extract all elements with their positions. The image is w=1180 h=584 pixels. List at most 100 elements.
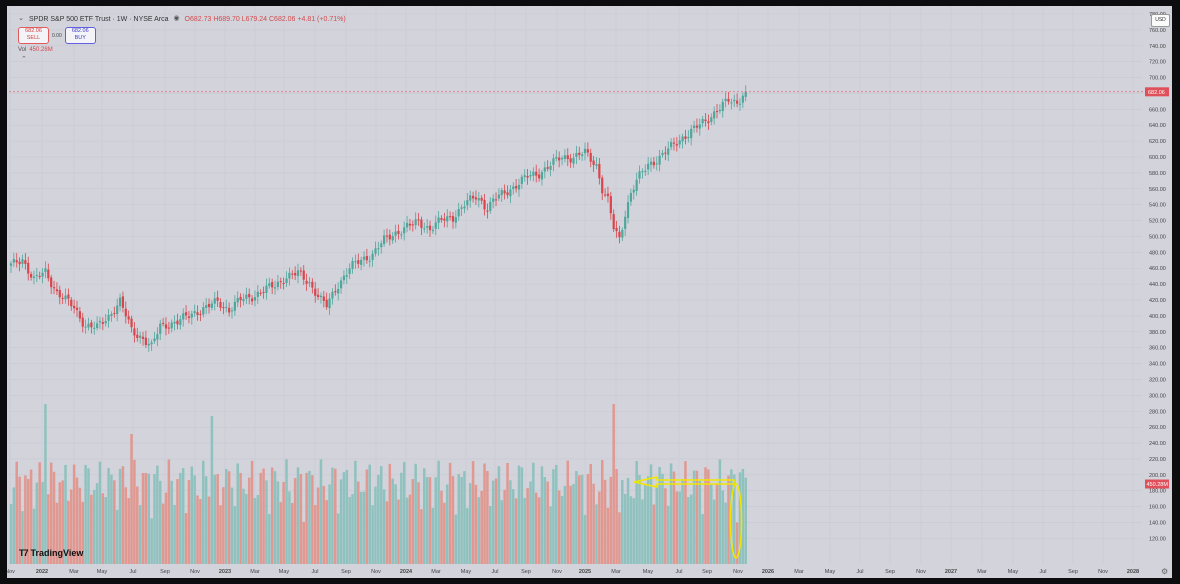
- sell-button[interactable]: 682.06 SELL: [18, 27, 49, 44]
- candle-body: [692, 125, 696, 128]
- candle-body: [121, 296, 125, 308]
- volume-bar: [546, 481, 549, 564]
- candle-body: [492, 198, 495, 202]
- candle-body: [127, 316, 130, 320]
- time-tick-label: Mar: [794, 569, 804, 575]
- candle-body: [713, 111, 716, 119]
- candle-body: [73, 305, 76, 309]
- time-tick-label: 2025: [579, 569, 591, 575]
- candle-body: [207, 303, 211, 308]
- chevron-icon[interactable]: ⌄: [18, 15, 24, 22]
- candle-body: [259, 292, 262, 294]
- volume-bar: [661, 473, 664, 564]
- volume-bar: [219, 505, 222, 564]
- tradingview-logo[interactable]: T7 TradingView: [19, 548, 83, 558]
- volume-bar: [348, 497, 351, 564]
- volume-bar: [230, 487, 234, 564]
- volume-bar: [598, 491, 601, 564]
- candle-body: [118, 297, 122, 307]
- candle-body: [417, 219, 420, 221]
- candle-body: [400, 234, 403, 236]
- price-tick-label: 580.00: [1149, 171, 1166, 177]
- volume-bar: [24, 475, 27, 564]
- tradingview-mark-icon: T7: [19, 548, 28, 558]
- candle-body: [626, 202, 630, 218]
- symbol-title[interactable]: SPDR S&P 500 ETF Trust · 1W · NYSE Arca: [29, 15, 169, 23]
- price-tick-label: 440.00: [1149, 282, 1166, 288]
- candle-body: [262, 291, 265, 293]
- time-tick-label: Nov: [733, 569, 743, 575]
- candle-body: [543, 167, 546, 172]
- candle-body: [397, 230, 400, 234]
- volume-bar: [595, 504, 598, 564]
- volume-bar: [256, 494, 260, 564]
- candle-body: [368, 260, 371, 262]
- volume-bar: [402, 461, 406, 564]
- time-tick-label: 2022: [36, 569, 48, 575]
- candle-body: [225, 306, 228, 308]
- settings-gear-icon[interactable]: ⚙: [1161, 567, 1168, 576]
- volume-value: 450.28M: [29, 47, 53, 53]
- volume-bar: [253, 497, 257, 564]
- volume-bar: [641, 499, 644, 564]
- volume-bar: [379, 466, 383, 564]
- price-tick-label: 540.00: [1149, 203, 1166, 209]
- volume-bar: [537, 497, 541, 564]
- volume-bar: [176, 479, 179, 564]
- volume-bar: [517, 465, 521, 564]
- volume-bar: [563, 485, 567, 564]
- volume-bar: [506, 462, 509, 564]
- candle-body: [526, 176, 529, 178]
- candle-body: [503, 190, 506, 194]
- candle-body: [248, 293, 251, 298]
- volume-bar: [9, 504, 13, 564]
- candle-body: [101, 322, 104, 324]
- candle-body: [497, 194, 500, 199]
- volume-bar: [265, 480, 268, 564]
- candle-body: [268, 283, 271, 287]
- candle-body: [357, 260, 360, 264]
- eye-icon[interactable]: ◉: [173, 15, 180, 22]
- candle-body: [314, 288, 317, 296]
- trade-row: 682.06 SELL 0.00 682.06 BUY: [18, 27, 96, 44]
- collapse-icon[interactable]: ⌃: [21, 56, 27, 63]
- candle-body: [704, 119, 707, 122]
- time-tick-label: Nov: [190, 569, 200, 575]
- price-tick-label: 180.00: [1149, 489, 1166, 495]
- legend: ⌄ SPDR S&P 500 ETF Trust · 1W · NYSE Arc…: [17, 15, 346, 23]
- volume-bar: [704, 467, 707, 564]
- time-tick-label: Mar: [69, 569, 79, 575]
- candle-body: [426, 226, 429, 228]
- time-tick-label: Mar: [977, 569, 987, 575]
- volume-bar: [437, 460, 440, 564]
- time-tick-label: 2024: [400, 569, 413, 575]
- candle-body: [196, 312, 199, 315]
- volume-bar: [580, 474, 584, 564]
- candle-body: [388, 234, 391, 240]
- last-volume-label: 450.28M: [1147, 482, 1169, 488]
- volume-bar: [520, 467, 524, 564]
- price-tick-label: 200.00: [1149, 473, 1166, 479]
- candle-body: [351, 261, 354, 269]
- price-tick-label: 720.00: [1149, 60, 1166, 66]
- candle-body: [678, 140, 681, 145]
- chart-canvas[interactable]: 120.00 140.00 160.00 180.00 200.00 220.00 240.…: [7, 6, 1172, 578]
- candle-body: [658, 155, 661, 165]
- candle-body: [354, 261, 357, 263]
- candle-body: [718, 109, 721, 112]
- volume-bar: [575, 471, 578, 564]
- candle-body: [529, 175, 532, 177]
- candle-body: [377, 248, 380, 250]
- volume-bar: [147, 473, 151, 564]
- candle-body: [308, 282, 311, 284]
- spread-value: 0.00: [52, 32, 62, 39]
- currency-selector[interactable]: USD: [1151, 14, 1170, 27]
- candle-body: [107, 314, 110, 321]
- candle-body: [615, 227, 618, 232]
- buy-button[interactable]: 682.06 BUY: [64, 27, 96, 44]
- volume-bar: [316, 487, 320, 564]
- volume-bar: [457, 473, 460, 564]
- candle-body: [75, 307, 79, 311]
- candle-body: [523, 175, 526, 177]
- candle-body: [405, 222, 409, 228]
